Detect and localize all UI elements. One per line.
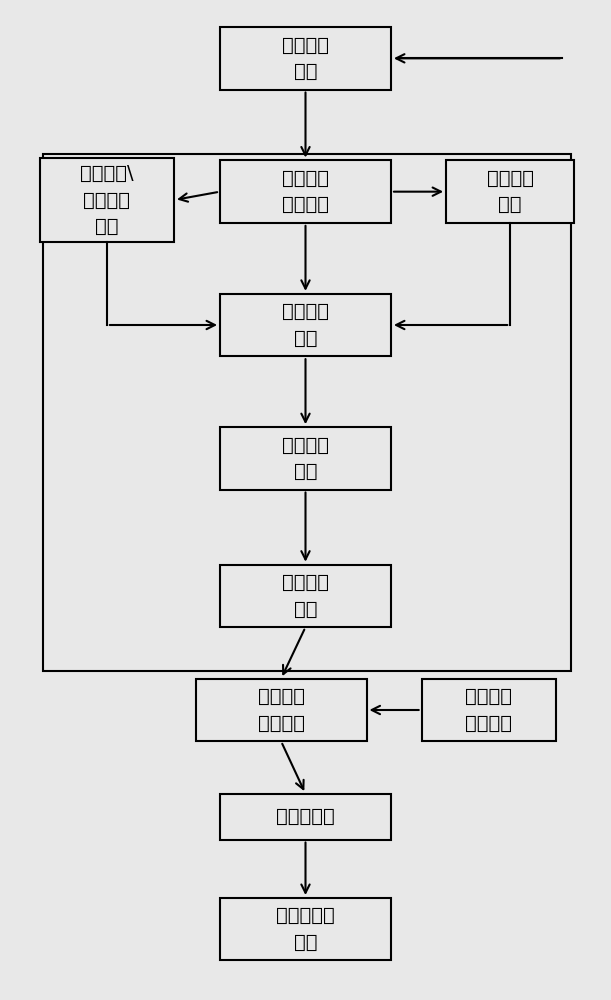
- Bar: [40, 158, 174, 242]
- Text: 计算求解
模块: 计算求解 模块: [282, 436, 329, 481]
- Bar: [422, 679, 556, 741]
- Bar: [220, 294, 391, 356]
- Bar: [446, 160, 574, 223]
- Text: 第一数据
采集模块: 第一数据 采集模块: [282, 169, 329, 214]
- Text: 物理耦合\
化学反应
模块: 物理耦合\ 化学反应 模块: [80, 164, 134, 236]
- Text: 网格剖分
模块: 网格剖分 模块: [282, 302, 329, 348]
- Bar: [43, 154, 571, 671]
- Bar: [220, 427, 391, 490]
- Text: 环境因素
输入模块: 环境因素 输入模块: [466, 687, 512, 733]
- Bar: [196, 679, 367, 741]
- Text: 几何建模
模块: 几何建模 模块: [487, 169, 533, 214]
- Text: 数据输入
模块: 数据输入 模块: [282, 36, 329, 81]
- Bar: [220, 565, 391, 627]
- Bar: [220, 160, 391, 223]
- Text: 第二数据
采集模块: 第二数据 采集模块: [258, 687, 304, 733]
- Bar: [220, 898, 391, 960]
- Text: 参数优化器: 参数优化器: [276, 807, 335, 826]
- Text: 数据输出
模块: 数据输出 模块: [282, 573, 329, 619]
- Bar: [220, 27, 391, 90]
- Text: 最优值输出
模块: 最优值输出 模块: [276, 906, 335, 952]
- Bar: [220, 794, 391, 840]
